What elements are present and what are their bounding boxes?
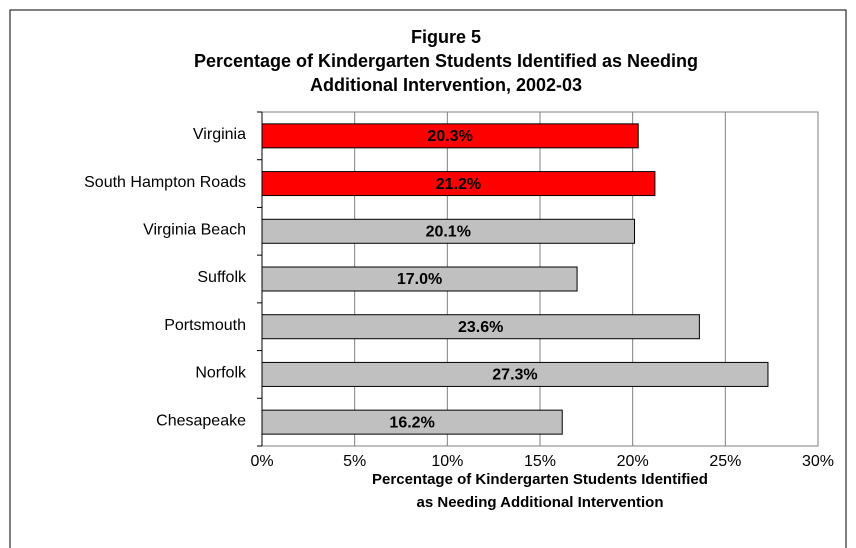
x-tick-label: 25% — [709, 453, 741, 470]
data-label: 16.2% — [389, 414, 434, 431]
chart-title: Figure 5 — [411, 27, 481, 47]
x-tick-label: 5% — [343, 453, 366, 470]
x-axis-title: as Needing Additional Intervention — [417, 494, 664, 511]
data-label: 20.1% — [426, 224, 471, 241]
bar — [261, 314, 700, 340]
bar — [261, 218, 636, 244]
y-tick-label: Norfolk — [195, 365, 247, 382]
x-tick-label: 20% — [617, 453, 649, 470]
data-label: 21.2% — [436, 176, 481, 193]
data-label: 27.3% — [492, 367, 537, 384]
x-tick-label: 15% — [524, 453, 556, 470]
chart-title: Additional Intervention, 2002-03 — [310, 75, 582, 95]
bar — [261, 361, 769, 387]
data-label: 23.6% — [458, 319, 503, 336]
y-tick-label: Portsmouth — [164, 317, 246, 334]
y-tick-label: Suffolk — [197, 269, 247, 286]
x-tick-label: 30% — [802, 453, 834, 470]
y-tick-label: South Hampton Roads — [84, 174, 246, 191]
bar — [261, 266, 578, 292]
x-tick-label: 10% — [431, 453, 463, 470]
bar — [261, 409, 563, 435]
data-label: 20.3% — [427, 128, 472, 145]
x-axis-title: Percentage of Kindergarten Students Iden… — [372, 471, 708, 488]
chart-title: Percentage of Kindergarten Students Iden… — [194, 51, 698, 71]
bar — [261, 123, 639, 149]
data-label: 17.0% — [397, 271, 442, 288]
y-tick-label: Chesapeake — [156, 412, 246, 429]
y-tick-label: Virginia Beach — [143, 222, 246, 239]
bar — [261, 171, 656, 197]
x-tick-label: 0% — [250, 453, 273, 470]
y-tick-label: Virginia — [193, 126, 246, 143]
